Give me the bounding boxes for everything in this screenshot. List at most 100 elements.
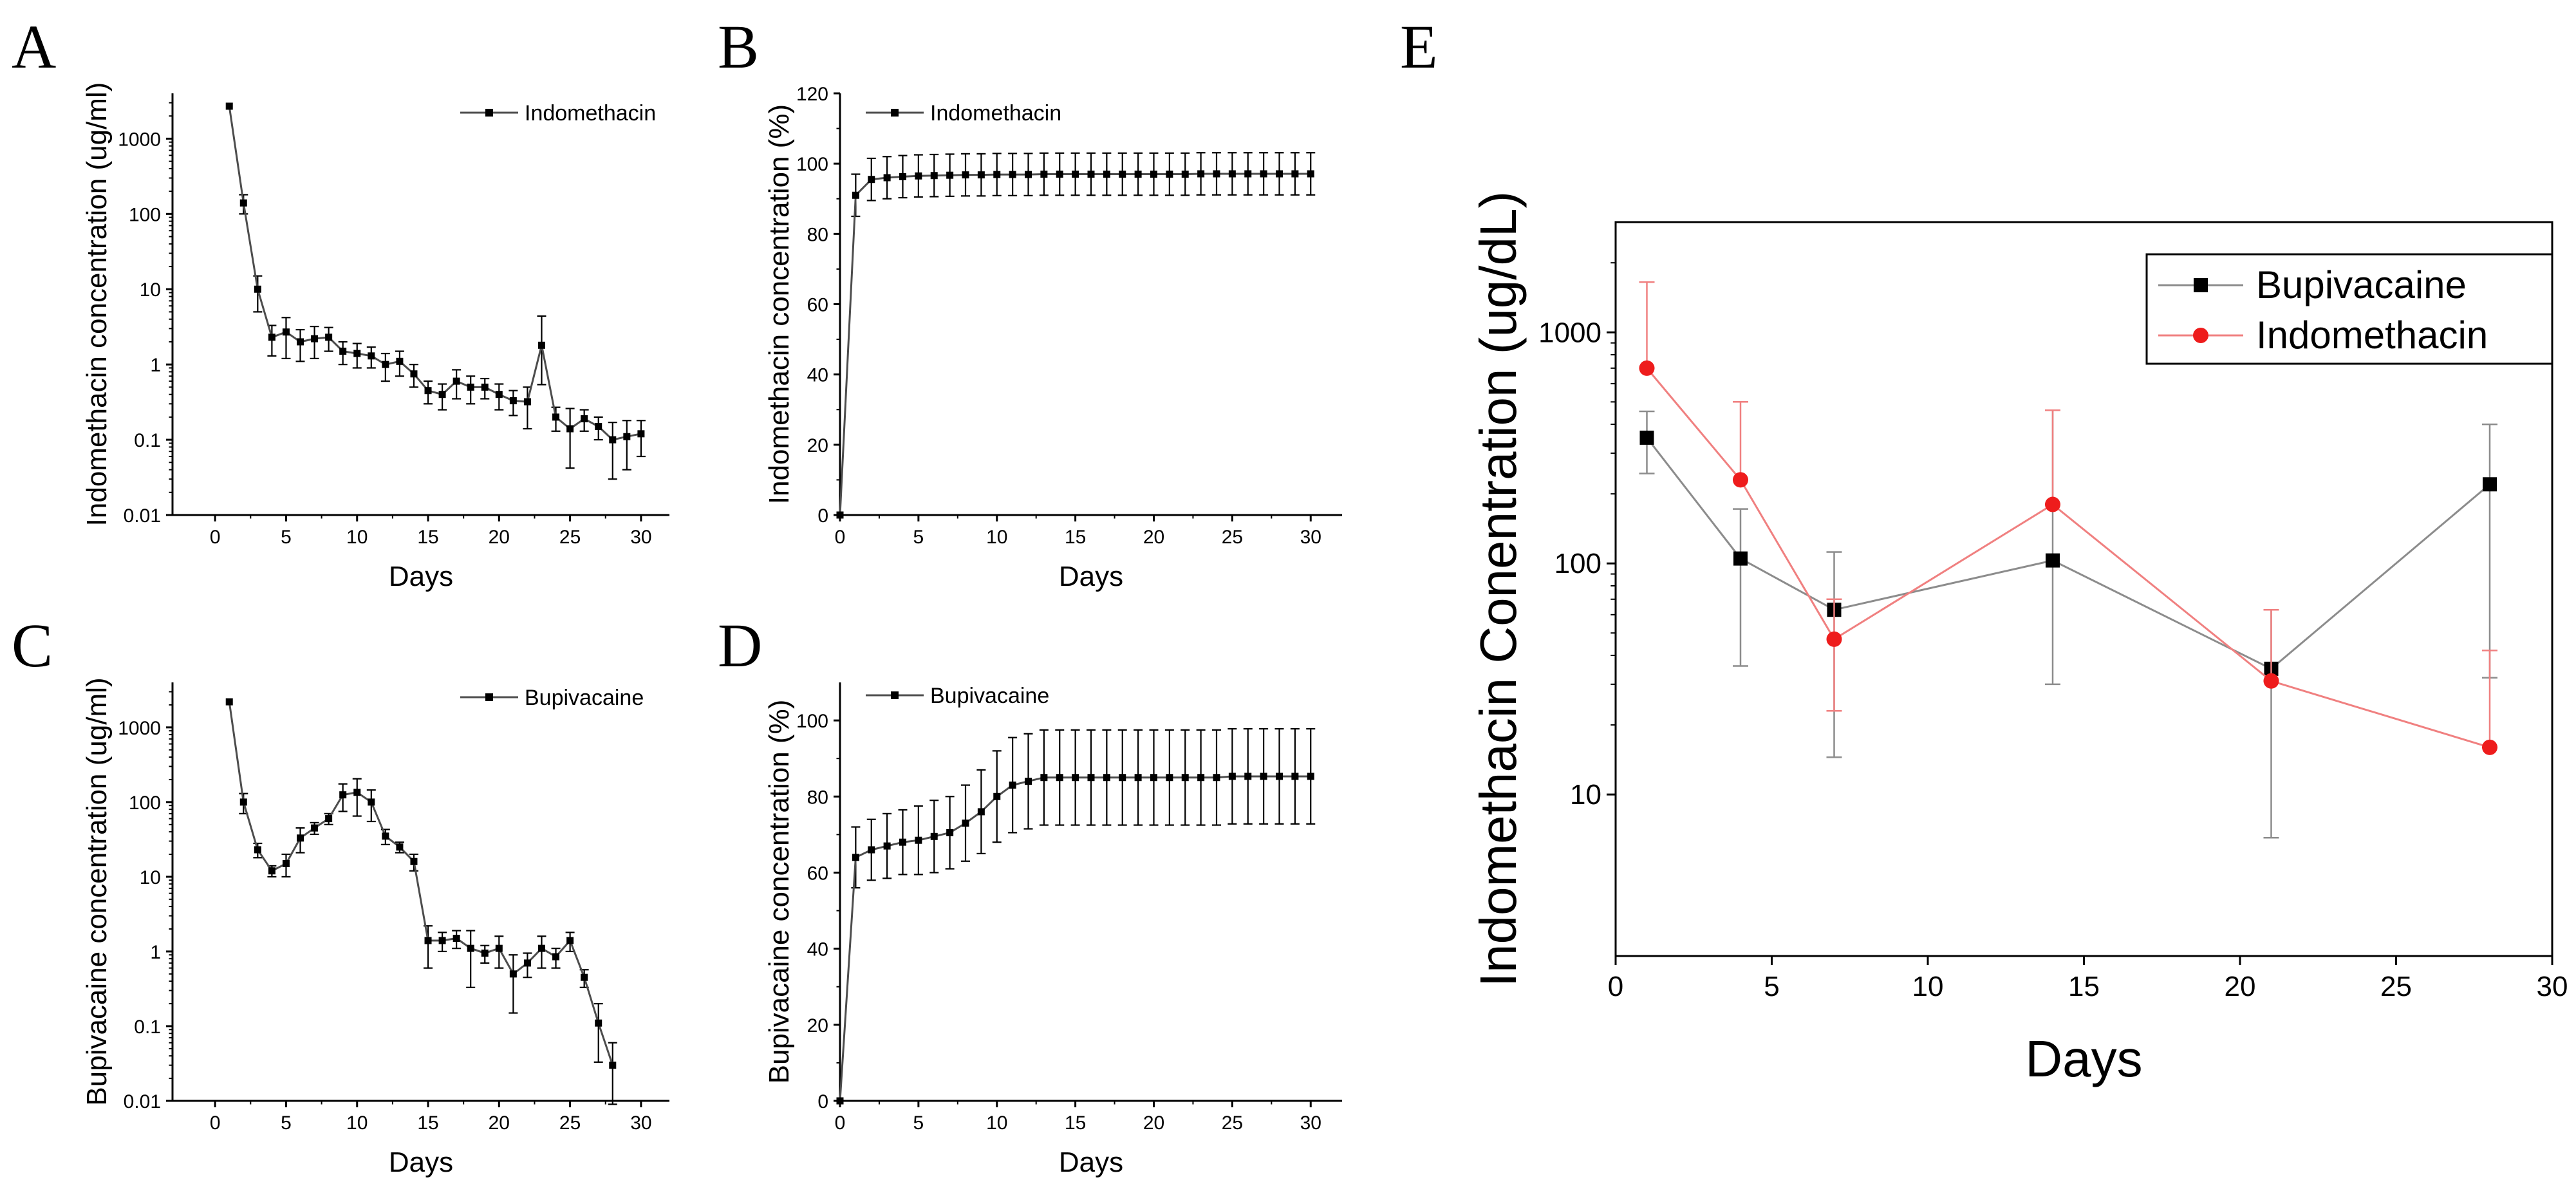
panel-d-data-point: [1150, 774, 1157, 782]
panel-a-data-point: [225, 102, 233, 110]
panel-b-chart: 0 5 10 15 20 25 30 0 20 40 60 80 100 120Indomethacin …: [763, 84, 1342, 592]
panel-a-data-point: [609, 436, 617, 444]
panel-b-y-tick-label: 100: [796, 154, 828, 175]
panel-c-x-tick-label: 20: [489, 1112, 510, 1134]
panel-c-y-axis-title: Bupivacaine concentration (ug/ml): [81, 677, 113, 1105]
panel-b-data-point: [1150, 171, 1157, 178]
panel-a-data-point: [566, 425, 574, 433]
panel-a-legend-marker: [485, 109, 493, 117]
panel-a-data-point: [481, 383, 489, 391]
panel-a-data-point: [623, 433, 631, 440]
panel-c-data-point: [424, 937, 432, 944]
panel-a-data-point: [467, 383, 474, 391]
panel-d-data-point: [1228, 773, 1236, 780]
panel-d-data-point: [1260, 773, 1267, 780]
panel-c-data-point: [509, 970, 517, 978]
panel-c-data-point: [396, 843, 404, 851]
panel-b-data-point: [1025, 171, 1032, 178]
panel-b-data-point: [852, 191, 859, 199]
panel-e-data-point: [2045, 496, 2060, 512]
panel-a-x-tick-label: 10: [346, 527, 368, 548]
panel-c-data-point: [581, 973, 588, 981]
panel-a-data-point: [410, 370, 418, 378]
panel-d-y-tick-label: 20: [807, 1015, 828, 1036]
panel-a-x-tick-label: 15: [417, 527, 438, 548]
panel-a-data-point: [282, 328, 290, 336]
panel-b-x-tick-label: 15: [1065, 527, 1086, 548]
panel-a-data-point: [268, 333, 275, 341]
panel-d-data-point: [1119, 774, 1126, 782]
panel-c-y-tick-label: 0.01: [124, 1091, 161, 1112]
panel-b-x-tick-label: 30: [1300, 527, 1321, 548]
panel-a-data-point: [353, 350, 361, 357]
panel-c-chart: 0 5 10 15 20 25 300.010.11101001000Bupivacaine…: [81, 677, 669, 1178]
panel-b-x-tick-label: 5: [913, 527, 924, 548]
panel-c-data-point: [410, 858, 418, 865]
panel-d-data-point: [1134, 774, 1142, 782]
panel-c-data-point: [325, 815, 333, 823]
panel-a-data-point: [382, 361, 389, 368]
panel-c-x-tick-label: 0: [210, 1112, 221, 1134]
panel-e-x-axis-title: Days: [2025, 1030, 2142, 1087]
panel-e-x-tick-label: 20: [2225, 971, 2256, 1002]
panel-b-data-point: [1260, 170, 1267, 178]
panel-a-y-tick-label: 0.1: [134, 430, 161, 451]
panel-d-data-point: [1025, 778, 1032, 785]
panel-e-y-tick-label: 100: [1554, 548, 1601, 579]
panel-d-data-point: [836, 1097, 844, 1105]
panel-e-chart: 0 5 10 15 20 25 30 10 100 1000 Indomethacin Conent…: [1470, 191, 2568, 1087]
panel-c-data-point: [609, 1062, 617, 1069]
panel-e-y-tick-label: 10: [1570, 779, 1601, 811]
panel-b-data-point: [836, 511, 844, 519]
panel-a-data-point: [537, 341, 545, 349]
panel-b-data-point: [1056, 171, 1063, 178]
panel-a-data-point: [424, 387, 432, 395]
panel-a-legend-label: Indomethacin: [525, 101, 656, 126]
panel-d-x-tick-label: 10: [986, 1112, 1007, 1134]
panel-d-data-point: [962, 820, 969, 827]
panel-d-data-point: [1307, 773, 1314, 780]
panel-a-data-point: [396, 357, 404, 365]
panel-e-legend-label: Bupivacaine: [2256, 263, 2467, 306]
panel-d-data-point: [883, 842, 891, 850]
panel-c-data-point: [595, 1019, 602, 1027]
panel-b-data-point: [930, 172, 938, 180]
panel-b-indomethacin-series: [836, 152, 1316, 519]
panel-b-data-point: [1276, 170, 1283, 178]
panel-d-x-tick-label: 25: [1222, 1112, 1243, 1134]
panel-a-data-point: [595, 422, 602, 430]
panel-a-x-tick-label: 30: [630, 527, 651, 548]
panel-e-legend-marker: [2193, 328, 2208, 343]
panel-b-x-tick-label: 20: [1143, 527, 1164, 548]
panel-c-x-tick-label: 5: [281, 1112, 292, 1134]
panel-c-x-tick-label: 10: [346, 1112, 368, 1134]
panel-c-x-axis-title: Days: [389, 1147, 453, 1178]
panel-d-data-point: [946, 829, 954, 836]
panel-b-data-point: [1119, 171, 1126, 178]
panel-a-indomethacin-series: [225, 102, 646, 480]
panel-c-data-point: [453, 935, 460, 942]
panel-d-data-point: [1244, 773, 1252, 780]
panel-d-data-point: [1166, 774, 1173, 782]
panel-c-data-point: [495, 944, 503, 952]
panel-c-data-point: [566, 937, 574, 944]
panel-c-data-point: [467, 944, 474, 952]
panel-b-y-axis-title: Indomethacin concentration (%): [763, 104, 795, 504]
panel-d-x-tick-label: 20: [1143, 1112, 1164, 1134]
panel-d-data-point: [1087, 774, 1095, 782]
panel-d-x-tick-label: 0: [835, 1112, 846, 1134]
panel-e-indomethacin-line: [1646, 367, 2490, 749]
panel-b-y-tick-label: 80: [807, 224, 828, 245]
panel-a-y-tick-label: 1000: [118, 129, 161, 150]
panel-a-data-point: [254, 285, 261, 293]
panel-d-data-point: [1056, 774, 1063, 782]
panel-d-y-tick-label: 100: [796, 711, 828, 732]
panel-e-x-tick-label: 30: [2537, 971, 2568, 1002]
panel-c-legend-label: Bupivacaine: [525, 686, 644, 710]
panel-b-data-point: [883, 174, 891, 182]
panel-b-data-point: [1291, 170, 1299, 178]
panel-c-data-point: [382, 832, 389, 840]
panel-a-data-point: [339, 348, 347, 355]
